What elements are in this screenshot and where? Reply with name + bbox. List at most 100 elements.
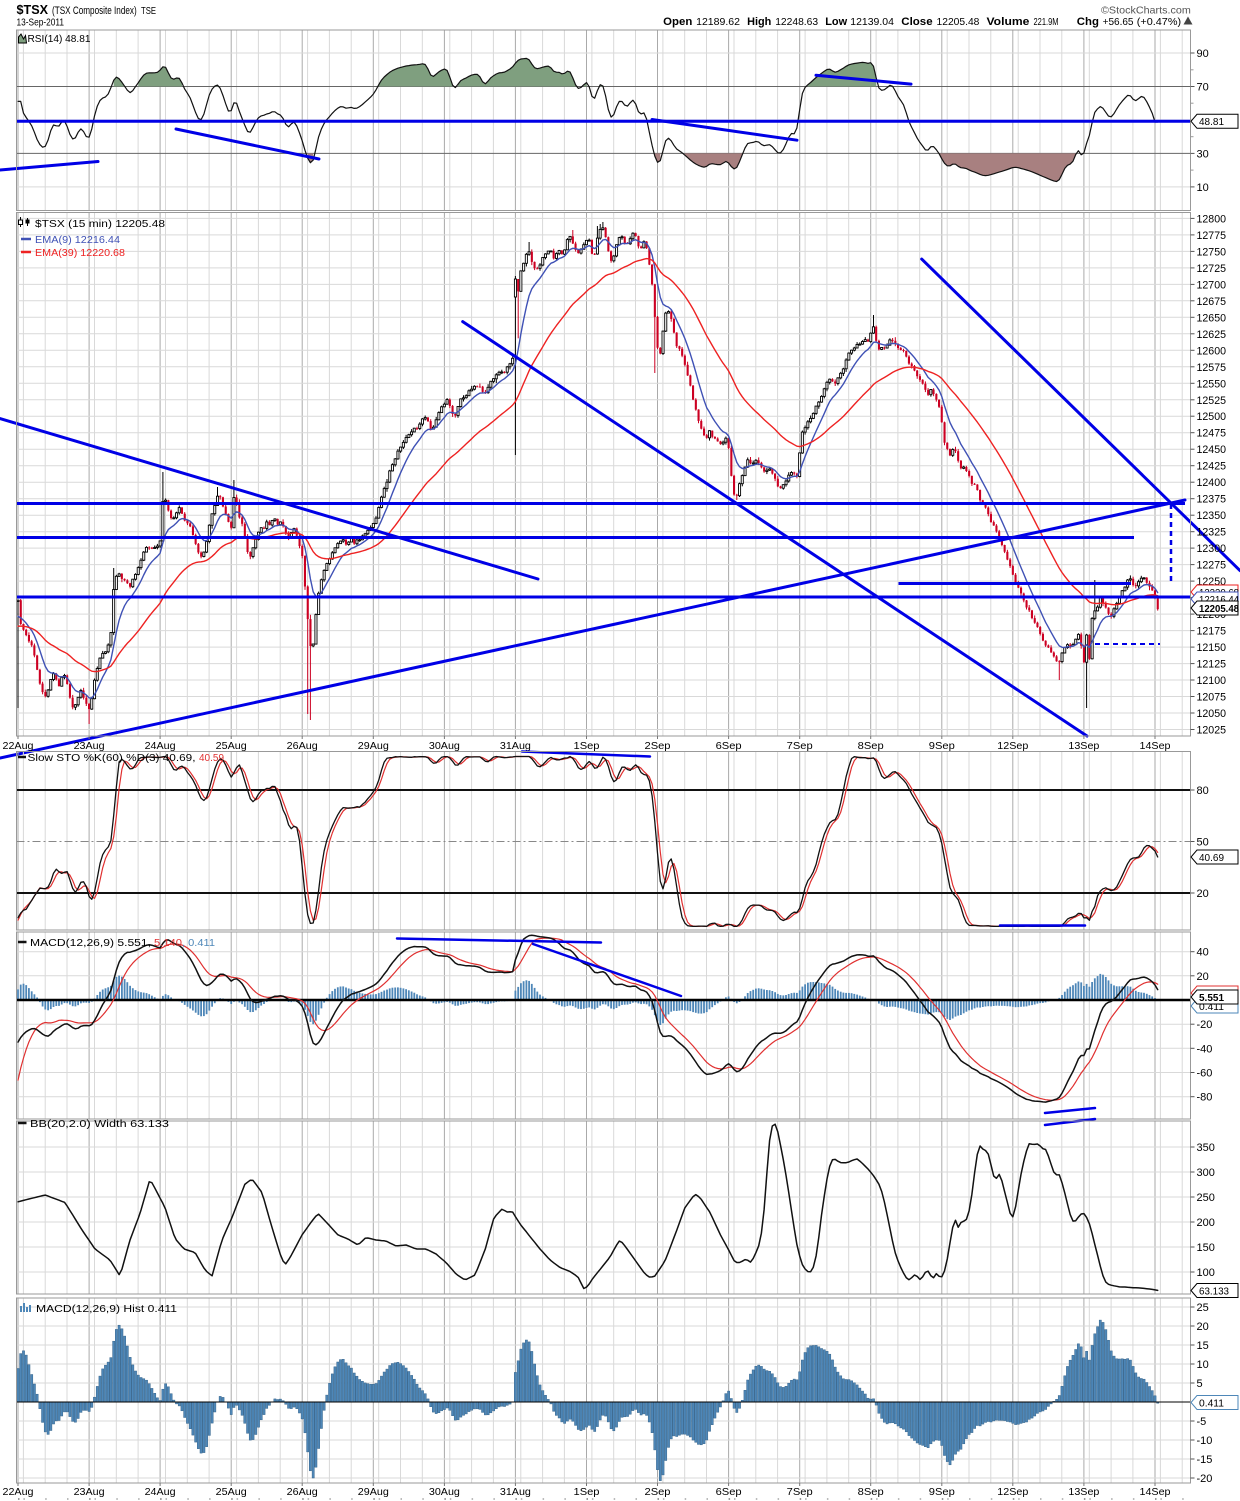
svg-text:7Sep: 7Sep [787, 1486, 813, 1498]
svg-text:8Sep: 8Sep [858, 740, 884, 752]
svg-text:9Sep: 9Sep [929, 740, 955, 752]
svg-text:12675: 12675 [1197, 296, 1227, 308]
svg-text:12275: 12275 [1197, 560, 1227, 572]
svg-text:12189.62: 12189.62 [696, 16, 740, 28]
svg-text:250: 250 [1197, 1192, 1215, 1204]
svg-text:1Sep: 1Sep [574, 1486, 600, 1498]
svg-text:-10: -10 [1197, 1435, 1213, 1447]
svg-text:EMA(9) 12216.44: EMA(9) 12216.44 [35, 235, 120, 246]
svg-text:(TSX Composite Index): (TSX Composite Index) [52, 5, 137, 17]
svg-text:40: 40 [1197, 947, 1209, 959]
svg-text:25: 25 [1197, 1302, 1209, 1314]
svg-text:12Sep: 12Sep [997, 740, 1028, 752]
svg-text:12600: 12600 [1197, 345, 1227, 357]
svg-text:24Aug: 24Aug [145, 1486, 176, 1498]
svg-text:0.411: 0.411 [1199, 1397, 1224, 1409]
svg-text:10: 10 [1197, 182, 1209, 194]
svg-text:40.69: 40.69 [1199, 852, 1224, 864]
svg-text:12500: 12500 [1197, 411, 1227, 423]
svg-text:13Sep: 13Sep [1068, 1486, 1099, 1498]
svg-text:-40: -40 [1197, 1043, 1213, 1055]
svg-text:12175: 12175 [1197, 626, 1227, 638]
svg-text:12248.63: 12248.63 [775, 16, 818, 28]
svg-text:30Aug: 30Aug [429, 1486, 460, 1498]
svg-text:2Sep: 2Sep [645, 1486, 671, 1498]
svg-text:90: 90 [1197, 48, 1209, 60]
svg-text:-60: -60 [1197, 1068, 1213, 1080]
svg-text:©StockCharts.com: ©StockCharts.com [1101, 5, 1191, 17]
svg-text:48.81: 48.81 [1199, 116, 1224, 128]
svg-text:8Sep: 8Sep [858, 1486, 884, 1498]
svg-text:Slow STO %K(60) %D(3) 40.69,: Slow STO %K(60) %D(3) 40.69, [28, 753, 196, 764]
svg-text:40.59: 40.59 [199, 753, 224, 764]
svg-text:30: 30 [1197, 148, 1209, 160]
svg-text:200: 200 [1197, 1217, 1215, 1229]
svg-text:70: 70 [1197, 82, 1209, 94]
svg-text:25Aug: 25Aug [216, 740, 247, 752]
svg-text:20: 20 [1197, 888, 1209, 900]
svg-text:12550: 12550 [1197, 378, 1227, 390]
svg-text:Volume: Volume [987, 16, 1030, 28]
svg-text:12350: 12350 [1197, 510, 1227, 522]
svg-text:12075: 12075 [1197, 692, 1227, 704]
svg-text:12650: 12650 [1197, 312, 1227, 324]
svg-text:12100: 12100 [1197, 675, 1227, 687]
svg-text:12575: 12575 [1197, 362, 1227, 374]
svg-text:23Aug: 23Aug [74, 1486, 105, 1498]
svg-text:5: 5 [1197, 1378, 1203, 1390]
svg-text:5.551: 5.551 [1199, 992, 1224, 1004]
svg-text:$TSX (15 min) 12205.48: $TSX (15 min) 12205.48 [35, 218, 165, 230]
svg-text:12325: 12325 [1197, 527, 1227, 539]
svg-text:12300: 12300 [1197, 543, 1227, 555]
svg-text:7Sep: 7Sep [787, 740, 813, 752]
svg-text:23Aug: 23Aug [74, 740, 105, 752]
svg-text:29Aug: 29Aug [358, 740, 389, 752]
svg-text:12375: 12375 [1197, 494, 1227, 506]
svg-text:12525: 12525 [1197, 395, 1227, 407]
svg-text:Low: Low [825, 16, 847, 28]
svg-text:13Sep: 13Sep [1068, 740, 1099, 752]
svg-text:Close: Close [901, 16, 932, 28]
svg-text:13-Sep-2011: 13-Sep-2011 [17, 17, 65, 29]
svg-text:2Sep: 2Sep [645, 740, 671, 752]
svg-text:14Sep: 14Sep [1140, 1486, 1171, 1498]
svg-text:350: 350 [1197, 1142, 1215, 1154]
svg-text:BB(20,2.0) Width 63.133: BB(20,2.0) Width 63.133 [30, 1119, 170, 1130]
svg-text:, 0.411: , 0.411 [182, 938, 215, 949]
svg-text:12475: 12475 [1197, 428, 1227, 440]
svg-text:29Aug: 29Aug [358, 1486, 389, 1498]
svg-text:12150: 12150 [1197, 642, 1227, 654]
svg-text:Chg: Chg [1077, 16, 1099, 28]
svg-text:100: 100 [1197, 1267, 1215, 1279]
svg-text:MACD(12,26,9) 5.551,: MACD(12,26,9) 5.551, [30, 938, 151, 949]
svg-text:300: 300 [1197, 1167, 1215, 1179]
svg-text:12700: 12700 [1197, 279, 1227, 291]
svg-text:Open: Open [663, 16, 692, 28]
svg-text:20: 20 [1197, 971, 1209, 983]
svg-text:-20: -20 [1197, 1019, 1213, 1031]
svg-text:+56.65: +56.65 [1103, 16, 1134, 28]
svg-text:MACD(12,26,9) Hist 0.411: MACD(12,26,9) Hist 0.411 [36, 1304, 178, 1315]
svg-text:80: 80 [1197, 785, 1209, 797]
svg-text:$TSX: $TSX [17, 2, 49, 17]
svg-text:RSI(14) 48.81: RSI(14) 48.81 [28, 34, 91, 45]
svg-text:26Aug: 26Aug [287, 1486, 318, 1498]
svg-text:EMA(39) 12220.68: EMA(39) 12220.68 [35, 248, 125, 259]
svg-text:25Aug: 25Aug [216, 1486, 247, 1498]
svg-text:12750: 12750 [1197, 246, 1227, 258]
svg-text:30Aug: 30Aug [429, 740, 460, 752]
svg-text:6Sep: 6Sep [716, 1486, 742, 1498]
svg-text:150: 150 [1197, 1242, 1215, 1254]
svg-text:12425: 12425 [1197, 461, 1227, 473]
svg-text:50: 50 [1197, 837, 1209, 849]
svg-text:31Aug: 31Aug [500, 1486, 531, 1498]
svg-text:6Sep: 6Sep [716, 740, 742, 752]
svg-text:9Sep: 9Sep [929, 1486, 955, 1498]
svg-text:TSE: TSE [141, 6, 156, 17]
svg-text:12125: 12125 [1197, 659, 1227, 671]
svg-text:26Aug: 26Aug [287, 740, 318, 752]
svg-text:15: 15 [1197, 1340, 1209, 1352]
svg-text:(+0.47%): (+0.47%) [1137, 16, 1181, 28]
svg-text:14Sep: 14Sep [1140, 740, 1171, 752]
svg-text:20: 20 [1197, 1321, 1209, 1333]
